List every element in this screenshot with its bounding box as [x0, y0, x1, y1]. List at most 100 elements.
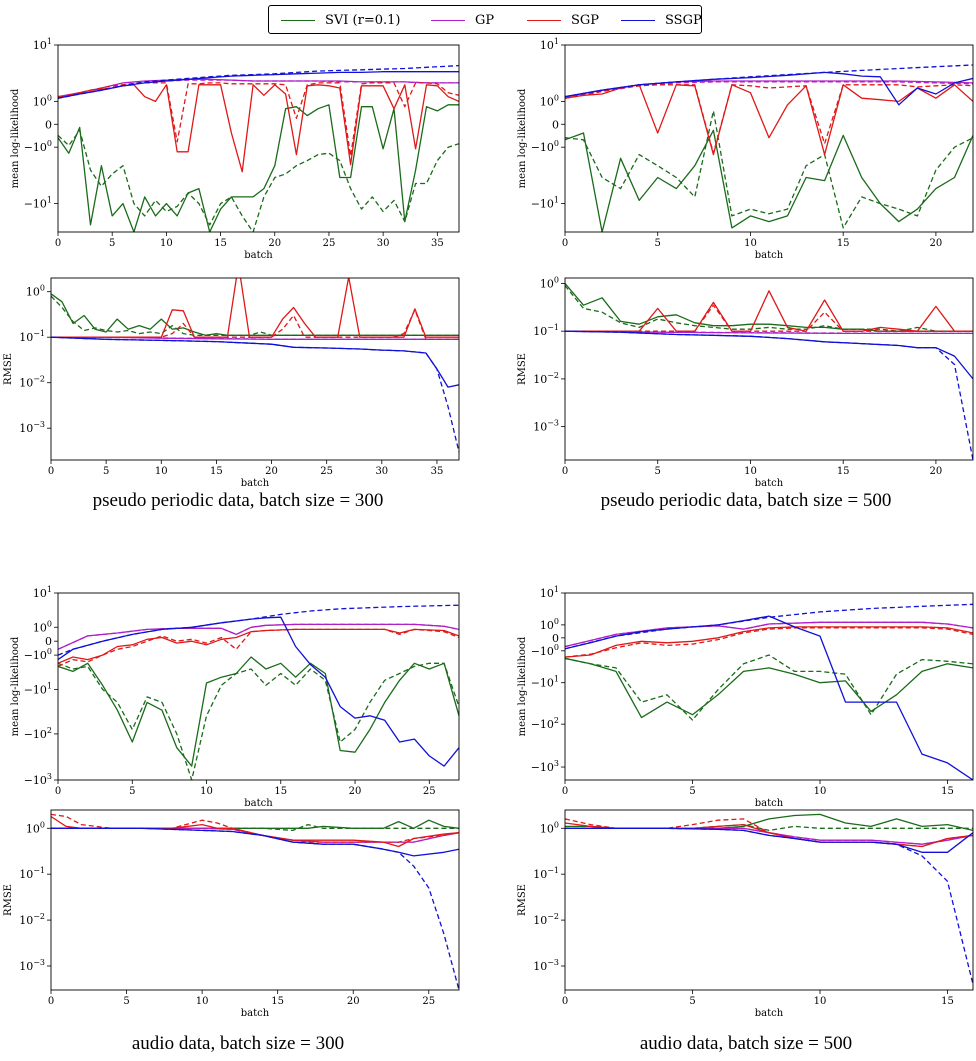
- series-line-4-0: [58, 656, 459, 767]
- series-line-1-2: [565, 80, 973, 98]
- x-axis-label: batch: [244, 798, 273, 809]
- series-line-3-0: [565, 282, 973, 332]
- x-tick-label: 20: [930, 238, 943, 249]
- x-tick-label: 0: [562, 996, 568, 1007]
- series-line-4-6: [58, 616, 459, 767]
- series-line-6-3: [51, 827, 459, 843]
- series-line-4-5: [58, 628, 459, 667]
- series-line-5-4: [565, 626, 973, 658]
- series-line-2-4: [51, 278, 459, 338]
- series-line-0-1: [58, 129, 459, 232]
- x-tick-label: 10: [744, 238, 757, 249]
- y-tick-label: −100: [531, 643, 559, 658]
- series-line-1-3: [565, 81, 973, 99]
- x-tick-label: 10: [200, 786, 213, 797]
- x-tick-label: 10: [155, 466, 168, 477]
- x-tick-label: 15: [941, 996, 954, 1007]
- series-line-2-5: [51, 309, 459, 340]
- y-tick-label: 0: [552, 632, 559, 645]
- y-tick-label: −101: [24, 196, 52, 211]
- y-axis-label: mean log-likelihood: [10, 636, 21, 736]
- series-line-4-1: [58, 662, 459, 780]
- y-tick-label: 10−1: [533, 866, 559, 881]
- series-line-2-0: [51, 293, 459, 336]
- plot-frame-0: [57, 44, 460, 233]
- x-axis-label: batch: [755, 250, 784, 261]
- y-tick-label: 10−2: [19, 912, 45, 927]
- plot-frame-4: [57, 592, 460, 781]
- x-axis-label: batch: [244, 250, 273, 261]
- y-tick-label: 101: [33, 585, 52, 600]
- y-tick-label: −101: [531, 675, 559, 690]
- y-tick-label: −101: [24, 681, 52, 696]
- x-tick-label: 20: [347, 996, 360, 1007]
- y-tick-label: 100: [26, 820, 45, 835]
- legend-item-gp: GP: [431, 12, 494, 28]
- x-tick-label: 15: [941, 786, 954, 797]
- y-tick-label: 101: [540, 585, 559, 600]
- series-line-1-1: [565, 110, 973, 229]
- x-tick-label: 5: [123, 996, 129, 1007]
- y-tick-label: 100: [540, 275, 559, 290]
- y-tick-label: 101: [33, 37, 52, 52]
- x-tick-label: 35: [431, 238, 444, 249]
- series-line-2-6: [51, 336, 459, 388]
- x-tick-label: 15: [210, 466, 223, 477]
- series-line-6-1: [51, 823, 459, 832]
- series-line-3-6: [565, 330, 973, 380]
- plot-frame-2: [50, 277, 460, 461]
- y-tick-label: 100: [540, 93, 559, 108]
- x-tick-label: 5: [109, 238, 115, 249]
- series-line-5-6: [565, 615, 973, 780]
- y-tick-label: −100: [24, 139, 52, 154]
- series-line-3-1: [565, 285, 973, 332]
- x-tick-label: 10: [196, 996, 209, 1007]
- legend-label-ssgp: SSGP: [665, 12, 702, 28]
- legend-line-svi: [281, 19, 315, 21]
- legend-label-gp: GP: [475, 12, 495, 28]
- y-tick-label: 0: [552, 118, 559, 131]
- series-line-7-1: [565, 823, 973, 832]
- series-line-5-1: [565, 654, 973, 721]
- y-axis-label: mean log-likelihood: [517, 88, 528, 188]
- legend-item-svi: SVI (r=0.1): [281, 12, 401, 28]
- chart-3: 0 5 10 15 20 batch 100 10−1 10−2 10−3 RMSE: [517, 275, 974, 489]
- series-line-1-4: [565, 84, 973, 156]
- series-line-5-3: [565, 621, 973, 648]
- y-axis-label: mean log-likelihood: [10, 88, 21, 188]
- x-tick-label: 0: [55, 238, 61, 249]
- x-tick-label: 5: [655, 238, 661, 249]
- x-axis-label: batch: [755, 478, 784, 489]
- series-line-0-7: [58, 64, 459, 99]
- plot-frame-1: [564, 44, 974, 233]
- x-tick-label: 10: [814, 786, 827, 797]
- y-tick-label: 10−1: [19, 329, 45, 344]
- y-tick-label: 10−3: [19, 420, 45, 435]
- caption-pseudo-500: pseudo periodic data, batch size = 500: [600, 490, 892, 511]
- chart-6: 0 5 10 15 20 25 batch 100 10−1 10−2 10−3 RMSE: [3, 809, 460, 1019]
- legend-line-ssgp: [621, 19, 655, 21]
- y-tick-label: 10−3: [533, 958, 559, 973]
- x-tick-label: 35: [431, 466, 444, 477]
- series-line-0-6: [58, 71, 459, 99]
- x-tick-label: 30: [375, 466, 388, 477]
- series-line-3-4: [565, 290, 973, 332]
- series-line-0-3: [58, 79, 459, 99]
- x-tick-label: 15: [274, 786, 287, 797]
- x-tick-label: 5: [103, 466, 109, 477]
- x-tick-label: 20: [349, 786, 362, 797]
- x-tick-label: 0: [562, 466, 568, 477]
- x-tick-label: 0: [562, 786, 568, 797]
- series-line-7-7: [565, 827, 973, 985]
- series-line-1-6: [565, 71, 973, 106]
- x-tick-label: 10: [814, 996, 827, 1007]
- legend: SVI (r=0.1) GP SGP SSGP: [268, 5, 702, 34]
- series-line-3-7: [565, 330, 973, 460]
- series-line-1-7: [565, 64, 973, 98]
- y-tick-label: 101: [540, 37, 559, 52]
- x-tick-label: 10: [744, 466, 757, 477]
- y-tick-label: 10−1: [533, 323, 559, 338]
- legend-line-sgp: [527, 19, 561, 21]
